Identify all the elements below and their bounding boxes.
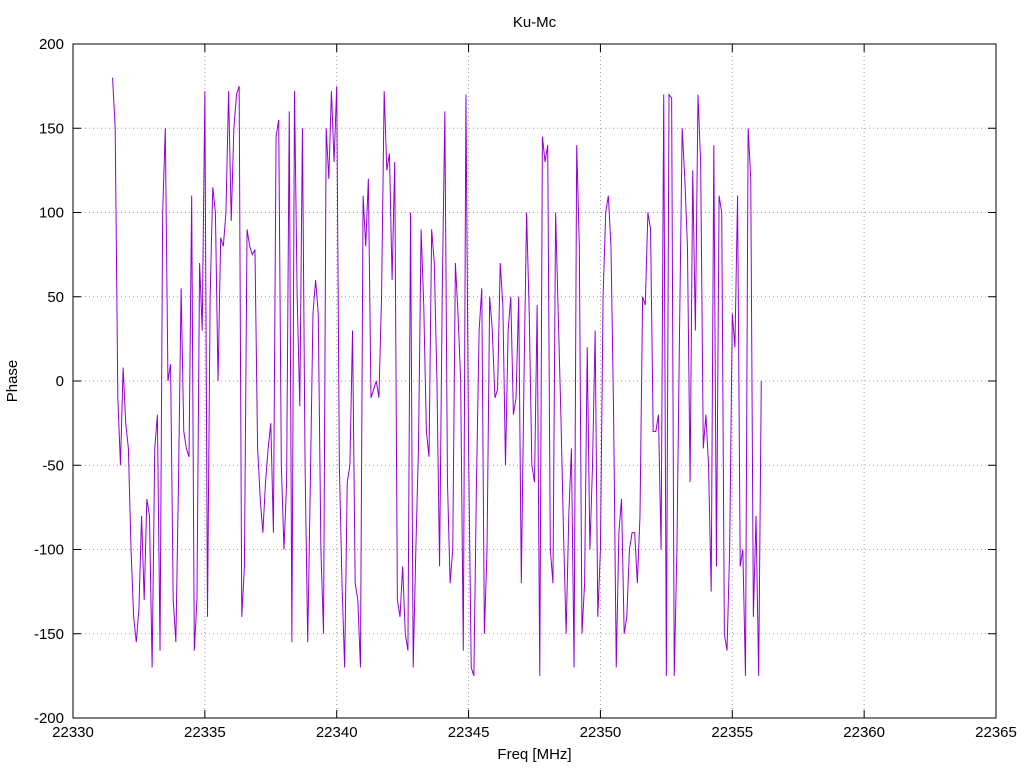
y-tick-label: 0 (56, 373, 64, 390)
y-tick-label: -100 (34, 542, 64, 559)
y-tick-label: 200 (39, 36, 64, 53)
x-tick-label: 22330 (52, 724, 94, 741)
y-tick-label: 150 (39, 120, 64, 137)
y-axis-title: Phase (4, 360, 21, 403)
tick-marks (72, 43, 997, 719)
x-tick-label: 22355 (711, 724, 753, 741)
x-tick-label: 22345 (448, 724, 490, 741)
x-tick-label: 22360 (843, 724, 885, 741)
y-tick-label: 50 (47, 289, 64, 306)
x-axis-title: Freq [MHz] (497, 746, 571, 763)
x-tick-label: 22365 (975, 724, 1017, 741)
series-layer (112, 77, 762, 677)
y-tick-label: -50 (42, 457, 64, 474)
tick-labels: -200 -150 -100 -50 0 50 100 150 200 22330 22335 223… (34, 36, 1017, 741)
y-tick-label: -200 (34, 710, 64, 727)
chart-title: Ku-Mc (513, 14, 557, 31)
x-tick-label: 22350 (580, 724, 622, 741)
y-tick-label: 100 (39, 205, 64, 222)
x-tick-label: 22340 (316, 724, 358, 741)
x-tick-label: 22335 (184, 724, 226, 741)
y-tick-label: -150 (34, 626, 64, 643)
series-line (112, 77, 762, 677)
